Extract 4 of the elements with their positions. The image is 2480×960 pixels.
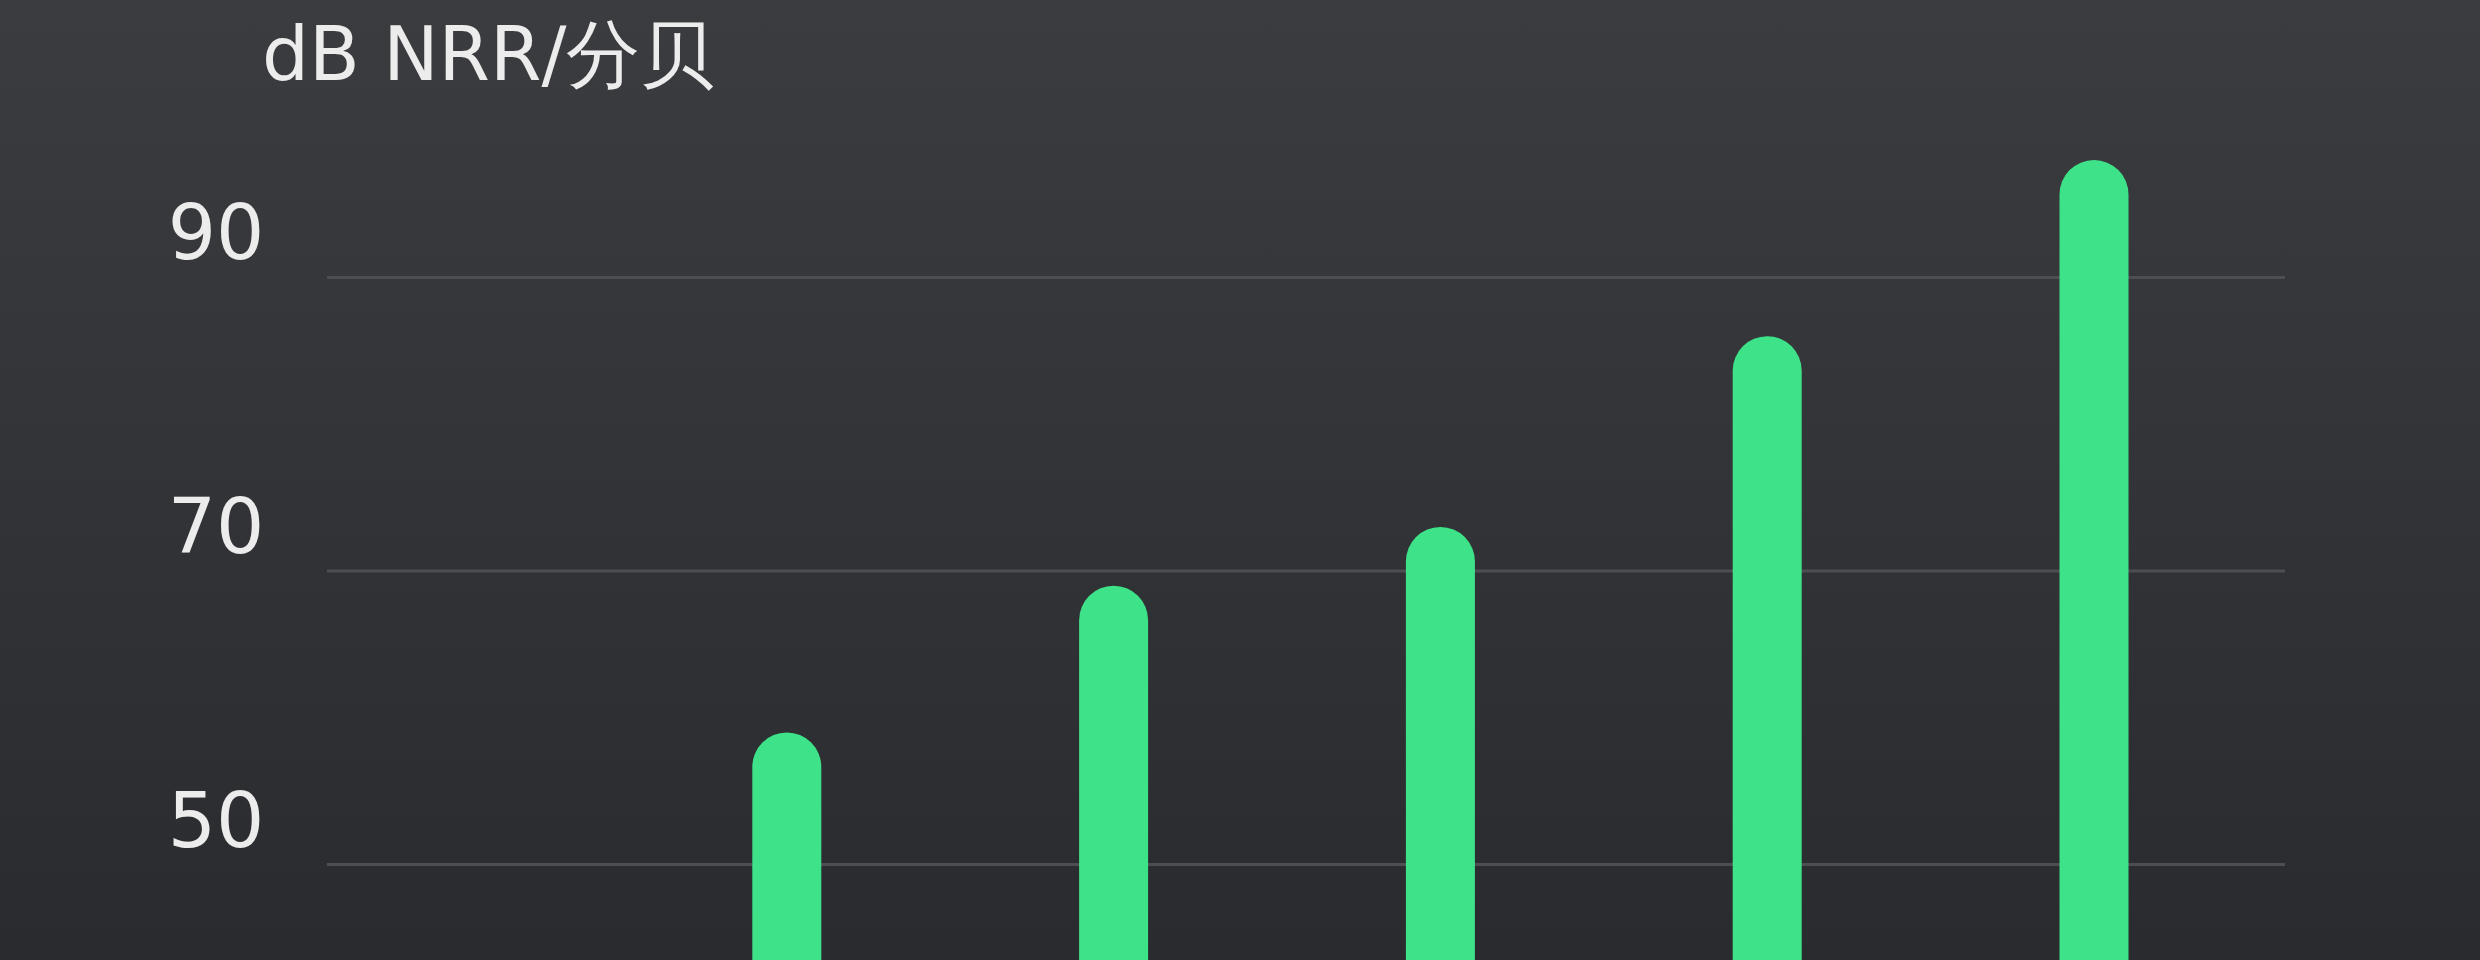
y-tick-label: 50	[167, 775, 265, 865]
y-tick-label: 70	[167, 482, 265, 572]
y-tick-label: 90	[167, 188, 265, 278]
y-axis-title: dB NRR/分贝	[262, 11, 715, 97]
